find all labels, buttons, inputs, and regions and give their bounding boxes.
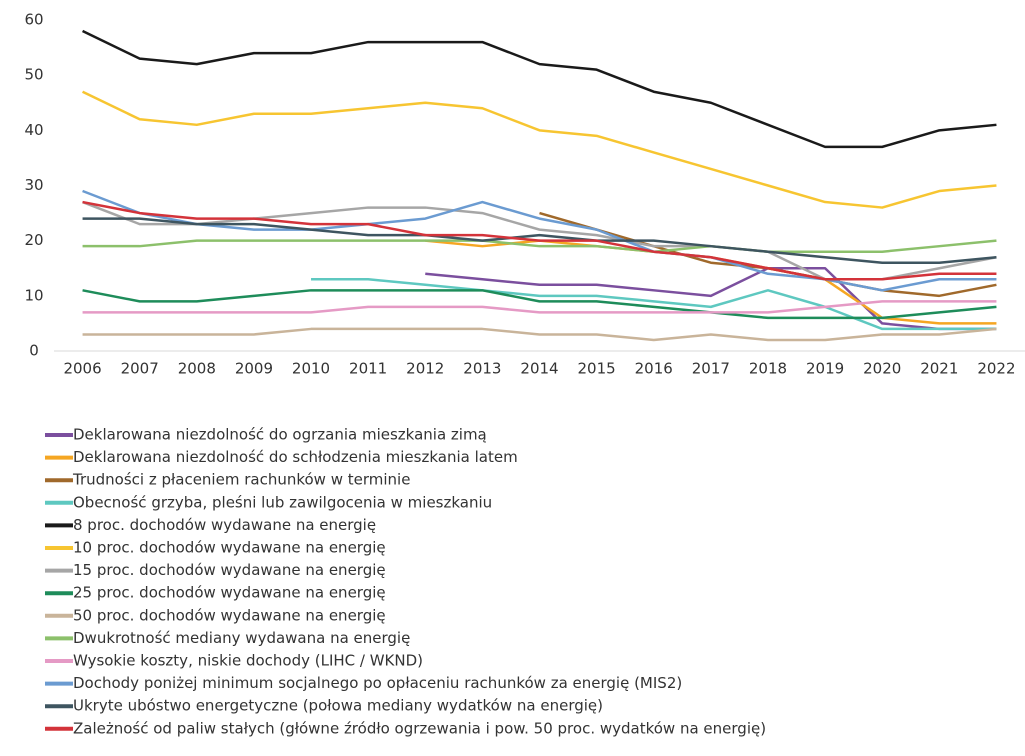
- legend-label: Wysokie koszty, niskie dochody (LIHC / W…: [73, 652, 423, 670]
- series-line: [82, 90, 997, 209]
- x-tick-label: 2013: [463, 360, 501, 378]
- y-tick-label: 60: [24, 11, 43, 29]
- series-line: [539, 211, 997, 298]
- x-tick-label: 2011: [349, 360, 387, 378]
- x-tick-label: 2012: [406, 360, 444, 378]
- legend-label: Ukryte ubóstwo energetyczne (połowa medi…: [73, 697, 603, 715]
- x-tick-label: 2018: [749, 360, 787, 378]
- x-tick-label: 2015: [578, 360, 616, 378]
- x-tick-label: 2010: [292, 360, 330, 378]
- x-tick-label: 2022: [977, 360, 1015, 378]
- series-line: [82, 217, 997, 264]
- series-line: [425, 267, 997, 331]
- series-line: [82, 189, 997, 292]
- series-line: [311, 278, 997, 331]
- legend-label: Trudności z płaceniem rachunków w termin…: [72, 471, 410, 489]
- legend-label: 25 proc. dochodów wydawane na energię: [73, 584, 386, 602]
- legend-label: 10 proc. dochodów wydawane na energię: [73, 539, 386, 557]
- series-line: [82, 300, 997, 314]
- legend-label: Zależność od paliw stałych (główne źródł…: [73, 719, 766, 737]
- series-line: [82, 327, 997, 342]
- legend-label: Deklarowana niezdolność do schłodzenia m…: [73, 448, 518, 466]
- legend-label: 15 proc. dochodów wydawane na energię: [73, 561, 386, 579]
- y-tick-label: 30: [24, 176, 43, 194]
- series-line: [82, 239, 997, 253]
- x-tick-label: 2017: [692, 360, 730, 378]
- series-line: [82, 289, 997, 320]
- x-tick-label: 2016: [635, 360, 673, 378]
- x-tick-label: 2008: [178, 360, 216, 378]
- legend-label: 8 proc. dochodów wydawane na energię: [73, 516, 376, 534]
- x-tick-label: 2009: [235, 360, 273, 378]
- legend-label: Dochody poniżej minimum socjalnego po op…: [73, 674, 682, 692]
- y-tick-label: 0: [29, 342, 39, 360]
- legend-label: 50 proc. dochodów wydawane na energię: [73, 606, 386, 624]
- legend-label: Deklarowana niezdolność do ogrzania mies…: [73, 426, 487, 444]
- series-line: [82, 29, 997, 149]
- y-tick-label: 40: [24, 121, 43, 139]
- y-tick-label: 50: [24, 66, 43, 84]
- x-tick-label: 2020: [863, 360, 901, 378]
- legend-label: Dwukrotność mediany wydawana na energię: [73, 629, 410, 647]
- y-tick-label: 10: [24, 286, 43, 304]
- x-tick-label: 2007: [121, 360, 159, 378]
- y-tick-label: 20: [24, 231, 43, 249]
- x-tick-label: 2014: [520, 360, 558, 378]
- x-tick-label: 2021: [920, 360, 958, 378]
- legend-label: Obecność grzyba, pleśni lub zawilgocenia…: [73, 493, 492, 511]
- x-tick-label: 2019: [806, 360, 844, 378]
- x-tick-label: 2006: [63, 360, 101, 378]
- series-line: [82, 200, 997, 281]
